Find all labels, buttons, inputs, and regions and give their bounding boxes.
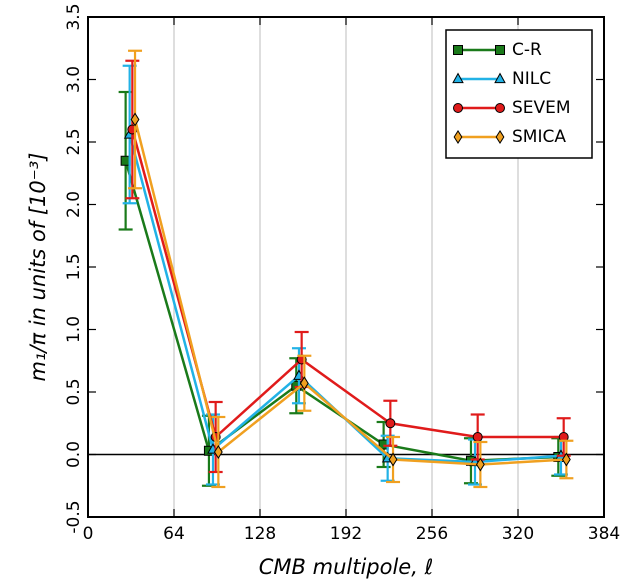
y-tick-label: 1.0 (64, 316, 84, 343)
data-point-marker (452, 72, 464, 84)
y-tick-label: -0.5 (64, 500, 84, 533)
y-tick-label: 2.5 (64, 128, 84, 155)
series-line (133, 119, 567, 466)
x-tick-label: 64 (163, 524, 185, 544)
data-point-marker (299, 376, 309, 391)
y-tick-label: 1.5 (64, 253, 84, 280)
y-axis-label: m₁/π in units of [10⁻³] (26, 153, 50, 382)
y-tick-label: 2.0 (64, 191, 84, 218)
x-tick-label: 320 (502, 524, 534, 544)
x-tick-label: 192 (330, 524, 362, 544)
data-point-marker (495, 45, 505, 55)
data-point-marker (561, 452, 571, 467)
data-point-marker (495, 103, 505, 113)
y-tick-label: 3.0 (64, 66, 84, 93)
legend-item: C-R (453, 40, 542, 60)
data-point-marker (130, 112, 140, 127)
legend-item: SMICA (453, 127, 566, 147)
data-point-marker (213, 444, 223, 460)
data-point-marker (388, 452, 398, 467)
series-layer (118, 49, 574, 489)
data-point-marker (475, 457, 485, 472)
legend-label: SEVEM (512, 98, 571, 118)
axis-ticks: 0 64 128 192 256 320 384 -0.5 0.0 0.5 1.0 1.5 2.0 2.5… (64, 3, 620, 544)
x-axis-label: CMB multipole, ℓ (259, 555, 434, 579)
y-tick-label: 3.5 (64, 3, 84, 30)
x-tick-label: 384 (588, 524, 620, 544)
x-tick-label: 256 (416, 524, 448, 544)
legend-item: NILC (452, 69, 551, 89)
legend: C-R NILC SEVEM SMICA (445, 29, 593, 159)
data-point-marker (453, 45, 463, 55)
data-point-marker (495, 129, 505, 145)
legend-label: C-R (512, 40, 542, 60)
data-point-marker (472, 432, 483, 442)
legend-item: SEVEM (453, 98, 571, 118)
series-line (128, 134, 562, 464)
x-tick-label: 0 (83, 524, 94, 544)
legend-label: SMICA (512, 127, 566, 147)
data-point-marker (494, 72, 506, 84)
series-smica (128, 49, 574, 489)
data-point-marker (453, 129, 463, 145)
data-point-marker (385, 418, 396, 429)
x-tick-label: 128 (244, 524, 276, 544)
legend-label: NILC (512, 69, 551, 89)
y-tick-label: 0.0 (64, 441, 84, 468)
data-point-marker (453, 103, 463, 113)
y-tick-label: 0.5 (64, 378, 84, 405)
